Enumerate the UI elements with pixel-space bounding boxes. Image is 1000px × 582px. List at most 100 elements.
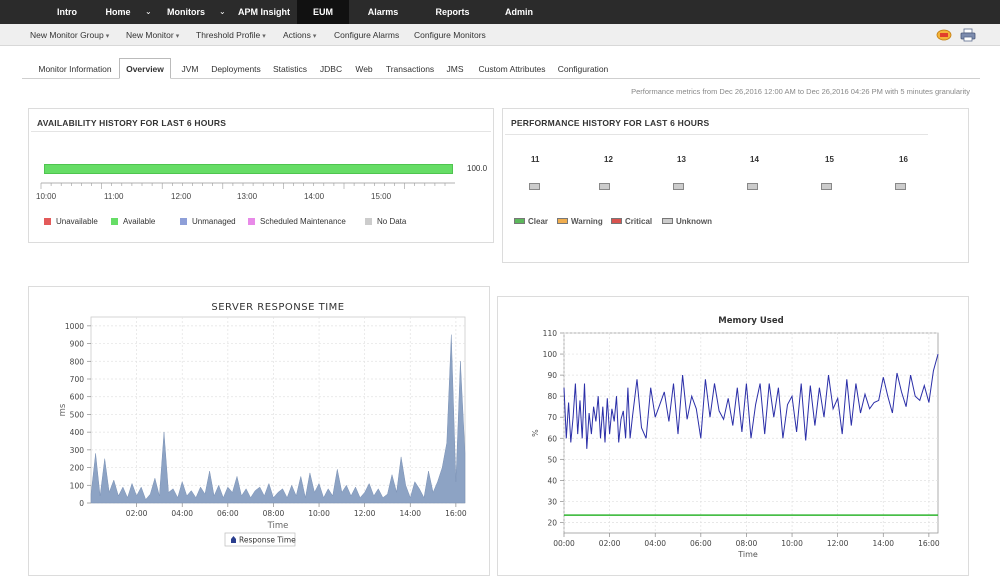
legend-scheduled-maintenance: Scheduled Maintenance — [248, 217, 346, 226]
nav-apm-insight[interactable]: APM Insight — [238, 7, 290, 17]
nav-intro[interactable]: Intro — [57, 7, 77, 17]
hour-label: 14 — [750, 155, 759, 164]
legend-label: Critical — [625, 217, 653, 226]
memory-series-line — [563, 353, 939, 449]
y-tick-label: 30 — [547, 497, 557, 506]
hour-label: 11 — [531, 155, 540, 164]
y-tick-label: 900 — [70, 340, 85, 349]
availability-axis — [40, 182, 455, 189]
x-axis-label: Time — [267, 521, 289, 531]
tab-web[interactable]: Web — [355, 64, 373, 74]
legend-swatch — [557, 218, 568, 224]
configure-alarms-link[interactable]: Configure Alarms — [334, 30, 400, 40]
tab-jvm[interactable]: JVM — [181, 64, 199, 74]
y-tick-label: 200 — [70, 464, 85, 473]
y-tick-label: 110 — [543, 329, 558, 338]
status-unknown-cell[interactable] — [895, 183, 906, 190]
tab-monitor-information[interactable]: Monitor Information — [38, 64, 112, 74]
nav-home[interactable]: Home — [105, 7, 131, 17]
status-unknown-cell[interactable] — [673, 183, 684, 190]
legend-unavailable: Unavailable — [44, 217, 98, 226]
chart-title: SERVER RESPONSE TIME — [211, 302, 344, 313]
new-monitor-group-menu[interactable]: New Monitor Group ▾ — [30, 24, 109, 46]
caret-down-icon: ▾ — [105, 33, 110, 40]
status-unknown-cell[interactable] — [821, 183, 832, 190]
monitors-chevron-down-icon[interactable]: ⌄ — [219, 7, 226, 16]
availability-panel-title: AVAILABILITY HISTORY FOR LAST 6 HOURS — [37, 118, 227, 128]
panel-divider — [31, 131, 491, 132]
status-unknown-cell[interactable] — [747, 183, 758, 190]
y-tick-label: 50 — [547, 455, 557, 464]
server-response-time-panel: SERVER RESPONSE TIME 0 100 200 300 400 500 600 7… — [28, 286, 490, 576]
x-tick-label: 16:00 — [445, 509, 467, 518]
x-tick-label: 08:00 — [263, 509, 285, 518]
y-tick-label: 400 — [70, 428, 85, 437]
new-monitor-group-label: New Monitor Group — [30, 30, 104, 40]
pdf-export-icon[interactable] — [936, 29, 952, 41]
legend-series-label: Response Time — [239, 536, 296, 545]
tab-jdbc[interactable]: JDBC — [319, 64, 343, 74]
legend-swatch — [662, 218, 673, 224]
availability-tick-label: 13:00 — [237, 192, 258, 201]
x-tick-label: 12:00 — [827, 539, 849, 548]
availability-tick-label: 15:00 — [371, 192, 392, 201]
tab-custom-attributes[interactable]: Custom Attributes — [478, 64, 546, 74]
y-tick-label: 70 — [547, 413, 557, 422]
legend-label: Warning — [571, 217, 603, 226]
monitor-tabs: Monitor Information Overview JVM Deploym… — [22, 58, 980, 79]
hour-label: 16 — [899, 155, 908, 164]
availability-tick-label: 10:00 — [36, 192, 57, 201]
tab-statistics[interactable]: Statistics — [272, 64, 307, 74]
y-tick-label: 90 — [547, 371, 557, 380]
nav-reports[interactable]: Reports — [435, 7, 470, 17]
legend-swatch — [514, 218, 525, 224]
x-tick-label: 16:00 — [918, 539, 940, 548]
nav-admin[interactable]: Admin — [505, 7, 533, 17]
legend-swatch — [44, 218, 51, 225]
availability-bar[interactable] — [44, 164, 453, 174]
actions-menu[interactable]: Actions ▾ — [283, 24, 316, 46]
status-unknown-cell[interactable] — [599, 183, 610, 190]
nav-alarms[interactable]: Alarms — [367, 7, 399, 17]
tab-overview[interactable]: Overview — [119, 58, 171, 79]
status-unknown-cell[interactable] — [529, 183, 540, 190]
tab-deployments[interactable]: Deployments — [211, 64, 261, 74]
availability-history-panel: AVAILABILITY HISTORY FOR LAST 6 HOURS 10… — [28, 108, 494, 243]
y-tick-label: 100 — [543, 350, 558, 359]
tab-jms[interactable]: JMS — [446, 64, 464, 74]
tab-configuration[interactable]: Configuration — [557, 64, 609, 74]
y-tick-label: 600 — [70, 393, 85, 402]
legend-series-icon — [231, 536, 236, 543]
nav-eum[interactable]: EUM — [297, 0, 349, 24]
top-navigation-bar: Intro Home ⌄ Monitors ⌄ APM Insight EUM … — [0, 0, 1000, 24]
chart-title: Memory Used — [718, 316, 783, 326]
x-tick-label: 04:00 — [644, 539, 666, 548]
x-tick-label: 02:00 — [599, 539, 621, 548]
legend-swatch — [248, 218, 255, 225]
availability-tick-label: 11:00 — [104, 192, 124, 201]
x-tick-label: 06:00 — [217, 509, 239, 518]
legend-swatch — [611, 218, 622, 224]
y-tick-label: 500 — [70, 410, 85, 419]
plot-area — [90, 316, 466, 504]
x-tick-label: 06:00 — [690, 539, 712, 548]
x-tick-label: 02:00 — [126, 509, 148, 518]
availability-value: 100.0 — [467, 164, 488, 173]
tab-transactions[interactable]: Transactions — [385, 64, 435, 74]
legend-label: Unavailable — [56, 217, 98, 226]
y-tick-label: 1000 — [65, 322, 84, 331]
threshold-profile-menu[interactable]: Threshold Profile ▾ — [196, 24, 266, 46]
new-monitor-menu[interactable]: New Monitor ▾ — [126, 24, 179, 46]
x-tick-label: 10:00 — [308, 509, 330, 518]
nav-monitors[interactable]: Monitors — [167, 7, 205, 17]
legend-available: Available — [111, 217, 155, 226]
performance-history-panel: PERFORMANCE HISTORY FOR LAST 6 HOURS 11 … — [502, 108, 969, 263]
y-tick-label: 300 — [70, 446, 85, 455]
y-tick-label: 20 — [547, 518, 557, 527]
home-chevron-down-icon[interactable]: ⌄ — [145, 7, 152, 16]
hour-label: 13 — [677, 155, 686, 164]
y-tick-label: 60 — [547, 434, 557, 443]
configure-monitors-link[interactable]: Configure Monitors — [414, 30, 486, 40]
legend-no-data: No Data — [365, 217, 406, 226]
print-icon[interactable] — [960, 28, 976, 42]
